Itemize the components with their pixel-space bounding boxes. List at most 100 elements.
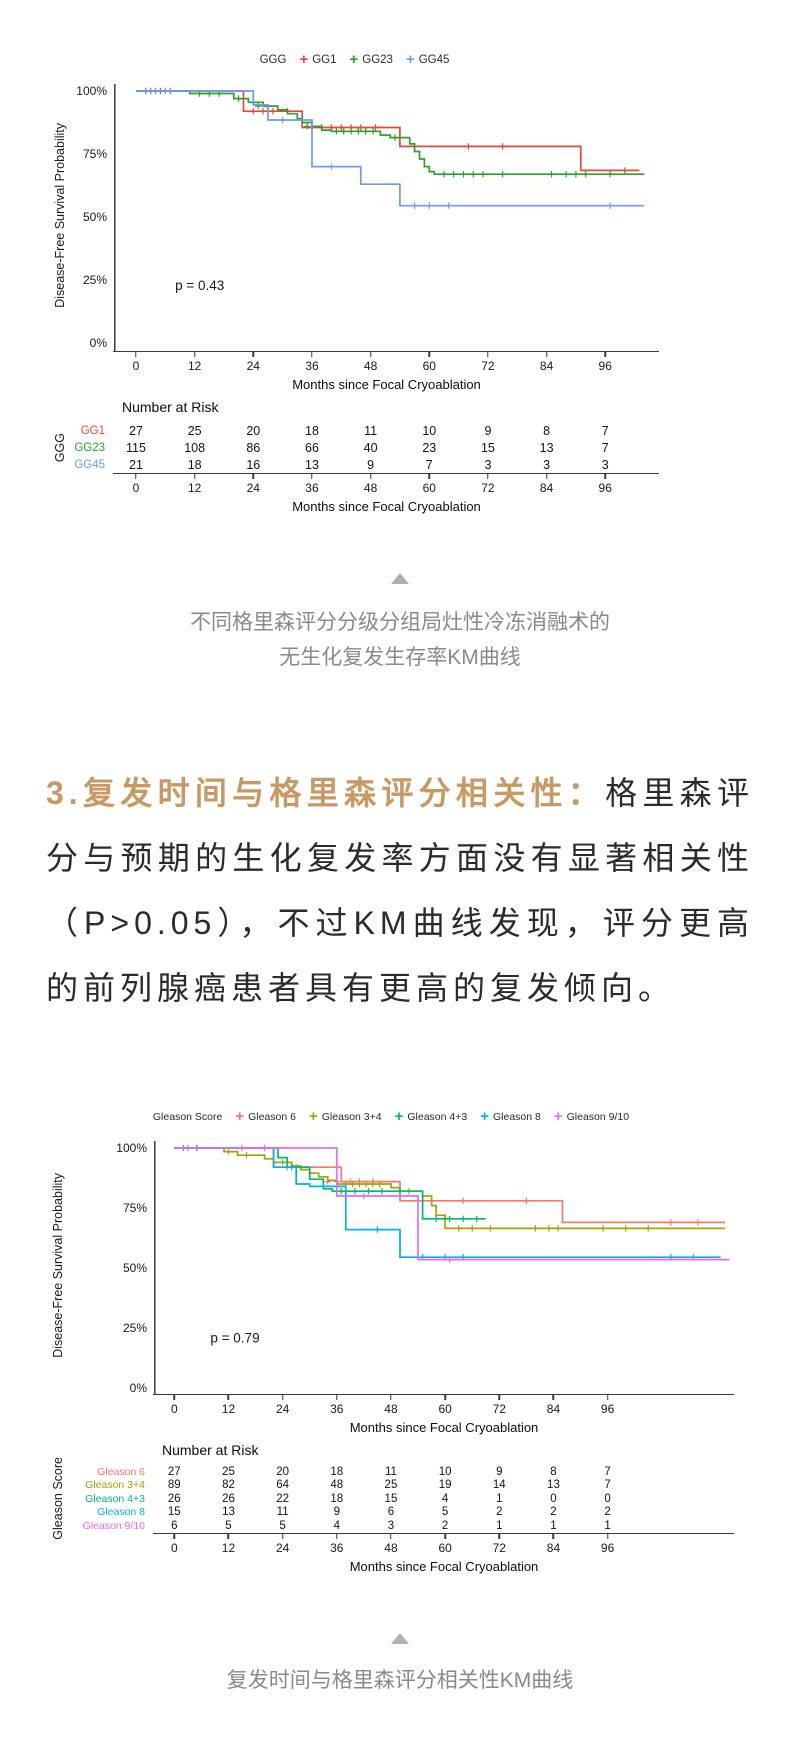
x-tick-mark	[606, 1395, 609, 1400]
risk-row-label: Gleason 9/10	[82, 1519, 145, 1532]
risk-table-title: Number at Risk	[122, 399, 219, 415]
legend-item: + GG45	[406, 52, 449, 67]
y-tick-labels: 100% 75% 50% 25% 0%	[68, 1136, 154, 1395]
risk-value: 4	[441, 1492, 449, 1505]
risk-value: 2	[550, 1506, 557, 1519]
y-axis-title: Disease-Free Survival Probability	[50, 79, 70, 351]
x-tick-mark	[604, 474, 606, 479]
y-tick-label: 50%	[122, 1261, 147, 1275]
x-tick-mark	[311, 474, 313, 479]
chart-legend: Gleason Score + Gleason 6 + Gleason 3+4 + Glea…	[48, 1109, 734, 1124]
x-tick-label: 84	[546, 1402, 561, 1416]
x-tick-mark	[428, 474, 431, 479]
x-tick-label: 0	[170, 1540, 178, 1555]
plus-marker-icon: +	[235, 1108, 245, 1125]
risk-row-values: 26 26 22 18 15 4 1 0 0	[154, 1492, 734, 1506]
risk-row-label: GG1	[80, 424, 105, 437]
risk-value: 23	[422, 440, 437, 455]
risk-value: 21	[129, 457, 143, 472]
risk-value: 1	[496, 1519, 503, 1532]
chart-legend: GGG + GG1 + GG23 + GG45	[50, 52, 659, 67]
risk-value: 15	[167, 1506, 181, 1519]
risk-value: 1	[550, 1519, 557, 1532]
legend-item: + Gleason 8	[480, 1109, 541, 1124]
x-tick-label: 72	[481, 359, 495, 373]
km-curve	[174, 1147, 721, 1259]
legend-item: + Gleason 9/10	[554, 1109, 629, 1124]
risk-value: 18	[187, 457, 202, 472]
risk-value: 0	[550, 1492, 557, 1505]
y-tick-label: 25%	[82, 273, 107, 287]
risk-value: 66	[305, 440, 319, 455]
risk-value: 40	[363, 440, 378, 455]
risk-value: 3	[543, 457, 551, 472]
risk-value: 89	[167, 1479, 181, 1492]
risk-value: 25	[222, 1465, 235, 1478]
risk-row-label: GG45	[74, 458, 105, 471]
risk-value: 13	[547, 1479, 560, 1492]
x-axis: 0 12 24 36 48 60 72 84 96 Months since Focal Cryo…	[113, 351, 659, 397]
risk-value: 4	[333, 1519, 340, 1532]
x-tick-mark	[487, 352, 489, 357]
km-curve	[174, 1147, 725, 1230]
risk-value: 11	[364, 423, 378, 438]
legend-label: Gleason 6	[248, 1110, 296, 1123]
risk-row-label: Gleason 4+3	[85, 1492, 145, 1505]
x-axis-title: Months since Focal Cryoablation	[349, 1558, 539, 1574]
x-tick-label: 24	[275, 1402, 290, 1416]
x-tick-mark	[227, 1395, 230, 1400]
risk-value: 8	[550, 1465, 557, 1478]
collapse-arrow-icon	[391, 573, 409, 584]
risk-value: 20	[276, 1465, 290, 1478]
risk-value: 25	[187, 423, 202, 438]
x-tick-label: 36	[305, 359, 319, 373]
x-tick-label: 36	[330, 1540, 344, 1555]
risk-row-values: 15 13 11 9 6 5 2 2 2	[154, 1506, 734, 1520]
y-tick-labels: 100% 75% 50% 25% 0%	[70, 79, 114, 351]
risk-value: 1	[496, 1492, 503, 1505]
legend-title: GGG	[259, 53, 287, 66]
x-tick-label: 48	[384, 1402, 398, 1416]
risk-row-label: Gleason 3+4	[85, 1479, 145, 1492]
risk-value: 15	[480, 440, 495, 455]
x-tick-mark	[498, 1395, 501, 1400]
risk-value: 7	[601, 423, 609, 438]
risk-value: 0	[604, 1492, 611, 1505]
x-tick-mark	[252, 474, 255, 479]
risk-row: GG45 21 18 16 13 9 7 3 3 3	[70, 456, 800, 473]
risk-value: 5	[441, 1506, 449, 1519]
km-curve	[136, 90, 640, 172]
legend-label: GG1	[312, 53, 337, 66]
risk-row: Gleason 9/10 6 5 5 4 3 2 1 1 1	[68, 1519, 800, 1533]
risk-value: 115	[126, 440, 146, 455]
figure-caption-2: 复发时间与格里森评分相关性KM曲线	[226, 1668, 574, 1692]
censor-marks	[142, 87, 614, 178]
risk-value: 18	[305, 423, 319, 438]
risk-group-label-text: GGG	[53, 432, 67, 463]
risk-value: 14	[492, 1479, 506, 1492]
x-tick-mark	[498, 1533, 501, 1539]
y-tick-label: 50%	[82, 210, 107, 224]
y-tick-label: 100%	[116, 1141, 147, 1155]
risk-group-label-text: Gleason Score	[51, 1457, 65, 1541]
km-chart-panel-gleason: Gleason Score + Gleason 6 + Gleason 3+4 + Glea…	[48, 1109, 800, 1579]
risk-row: Gleason 4+3 26 26 22 18 15 4 1 0 0	[68, 1492, 800, 1506]
legend-label: Gleason 4+3	[407, 1110, 468, 1123]
x-tick-label: 84	[539, 481, 554, 495]
x-tick-mark	[545, 352, 548, 357]
y-axis-title: Disease-Free Survival Probability	[48, 1136, 68, 1394]
y-tick-label: 0%	[89, 336, 107, 350]
x-tick-mark	[173, 1533, 176, 1539]
risk-value: 16	[246, 457, 261, 472]
risk-value: 19	[438, 1479, 452, 1492]
risk-table-title: Number at Risk	[162, 1442, 259, 1458]
plot-row: Disease-Free Survival Probability 100% 75%…	[48, 1136, 800, 1395]
risk-value: 48	[330, 1479, 344, 1492]
plus-marker-icon: +	[553, 1108, 563, 1125]
legend-label: GG23	[362, 53, 393, 66]
paragraph-body: 格里森评分与预期的生化复发率方面没有显著相关性（P>0.05），不过KM曲线发现…	[46, 775, 754, 1006]
risk-value: 5	[225, 1519, 232, 1532]
risk-row-label: Gleason 6	[97, 1465, 145, 1478]
risk-value: 2	[496, 1506, 503, 1519]
